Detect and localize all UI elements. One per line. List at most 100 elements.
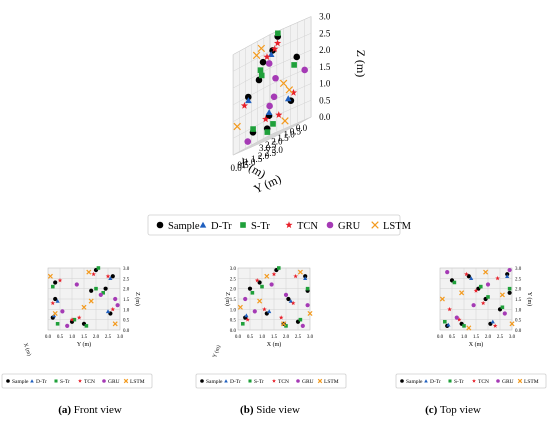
point-s-tr [462, 324, 466, 328]
h-axis-label: X (m) [469, 341, 484, 348]
point-lstm [499, 292, 505, 298]
point-gru [266, 102, 273, 110]
point-lstm-stroke [279, 79, 288, 88]
point-sample [466, 274, 471, 279]
v-tick-label: 1.5 [515, 298, 522, 303]
point-lstm [439, 296, 445, 302]
z-tick-label: 1.5 [319, 62, 331, 72]
point-lstm [483, 269, 489, 275]
legend-marker-lstm [371, 221, 379, 229]
point-sample [257, 280, 262, 285]
point-lstm [466, 325, 472, 331]
point-tcn [69, 317, 75, 322]
point-d-tr [105, 309, 111, 314]
caption-letter: (c) [425, 404, 438, 416]
point-tcn [245, 317, 250, 322]
legend-label-d-tr: D-Tr [430, 379, 441, 385]
h-tick-label: 2.5 [295, 335, 302, 340]
point-lstm [509, 321, 515, 327]
legend-label-tcn: TCN [278, 379, 289, 385]
small-legends: Sample D-Tr S-Tr TCN GRU LSTM Sample D-Tr S-Tr TC… [1, 373, 547, 389]
h-tick-label: 0.0 [437, 335, 444, 340]
h-tick-label: 3.0 [307, 335, 314, 340]
point-s-tr [260, 284, 264, 289]
point-tcn [293, 273, 298, 279]
point-gru [270, 93, 278, 101]
point-lstm [252, 51, 261, 60]
legend-frame [1, 373, 153, 389]
legend-marker-gru [102, 379, 106, 383]
point-s-tr [275, 30, 281, 37]
point-d-tr [490, 319, 495, 324]
v-tick-label: 2.0 [123, 288, 130, 293]
point-gru [265, 60, 273, 67]
top-view-plot: 0.0 0.5 1.0 1.5 2.0 2.5 3.00.00.51.01.52.02.53… [437, 267, 533, 348]
legend-label-gru: GRU [108, 379, 120, 385]
legend-label-sample: Sample [168, 221, 200, 232]
side-view-plot: 0.0 0.5 1.0 1.5 2.0 2.5 3.0 0.0 0.5 1.0 1.5 2.0 2.5 3… [211, 266, 314, 359]
v-tick-label: 0.5 [123, 319, 130, 324]
h-tick-label: 1.5 [473, 335, 480, 340]
point-gru [272, 74, 279, 82]
point-lstm-stroke [257, 298, 263, 304]
point-lstm [233, 122, 241, 131]
z-tick-label: 1.0 [319, 79, 331, 89]
point-lstm-stroke [52, 310, 58, 316]
point-tcn [240, 101, 249, 109]
point-tcn [275, 111, 283, 118]
point-s-tr [94, 286, 98, 291]
point-tcn [273, 39, 282, 47]
legend-label-d-tr: D-Tr [211, 221, 232, 232]
legend-marker-tcn [472, 378, 476, 383]
point-tcn [262, 306, 267, 312]
point-lstm-stroke [281, 321, 287, 327]
point-lstm-stroke [499, 292, 505, 298]
legend-marker-sample [156, 221, 164, 229]
legend-label-sample: Sample [406, 379, 423, 385]
grid-line [232, 34, 271, 55]
point-lstm-stroke [81, 304, 87, 310]
v-tick-label: 3.0 [123, 267, 130, 272]
z-tick-label: 0.0 [319, 112, 331, 122]
h-tick-label: 2.0 [283, 335, 290, 340]
point-d-tr [446, 322, 451, 327]
point-lstm-stroke [466, 325, 472, 331]
legend-label-lstm: LSTM [324, 379, 339, 385]
caption-top: (c) Top view [425, 404, 481, 416]
h-tick-label: 0.0 [45, 335, 52, 340]
point-lstm-stroke [112, 321, 118, 327]
point-lstm [281, 321, 287, 327]
y-tick-label: 0.5 [237, 160, 249, 170]
point-lstm [112, 321, 118, 327]
y-tick-label: 1.0 [244, 157, 256, 167]
point-s-tr [284, 324, 288, 328]
h-tick-label: 1.0 [461, 335, 468, 340]
point-sample [110, 274, 115, 279]
x-tick-label: 2.5 [265, 140, 277, 150]
point-gru [60, 309, 65, 314]
point-tcn [254, 277, 260, 283]
point-gru [115, 303, 120, 308]
legend-label-tcn: TCN [84, 379, 95, 385]
point-s-tr [298, 317, 303, 322]
x-tick-label: 1.5 [277, 133, 289, 143]
front-view-plot: 0.0 0.5 1.0 1.5 2.0 2.5 3.00.00.51.01.52.02.53… [22, 266, 141, 357]
depth-axis-label: X (m) [22, 342, 33, 357]
point-s-tr [305, 286, 310, 291]
point-s-tr [443, 319, 447, 324]
point-gru [454, 315, 459, 320]
legend-label-tcn: TCN [297, 221, 318, 232]
x-tick-label: 1.0 [284, 130, 296, 140]
point-gru [269, 282, 274, 287]
point-tcn [464, 271, 469, 277]
point-tcn [105, 273, 111, 279]
v-tick-label: 1.5 [123, 298, 130, 303]
z-axis-label: Z (m) [354, 50, 368, 78]
point-lstm-stroke [86, 269, 92, 275]
point-gru [252, 309, 257, 314]
point-s-tr [101, 291, 105, 295]
legend-label-lstm: LSTM [383, 221, 412, 232]
point-d-tr [288, 298, 293, 303]
legend-label-d-tr: D-Tr [230, 379, 241, 385]
y-tick-label: 3.0 [272, 145, 284, 155]
